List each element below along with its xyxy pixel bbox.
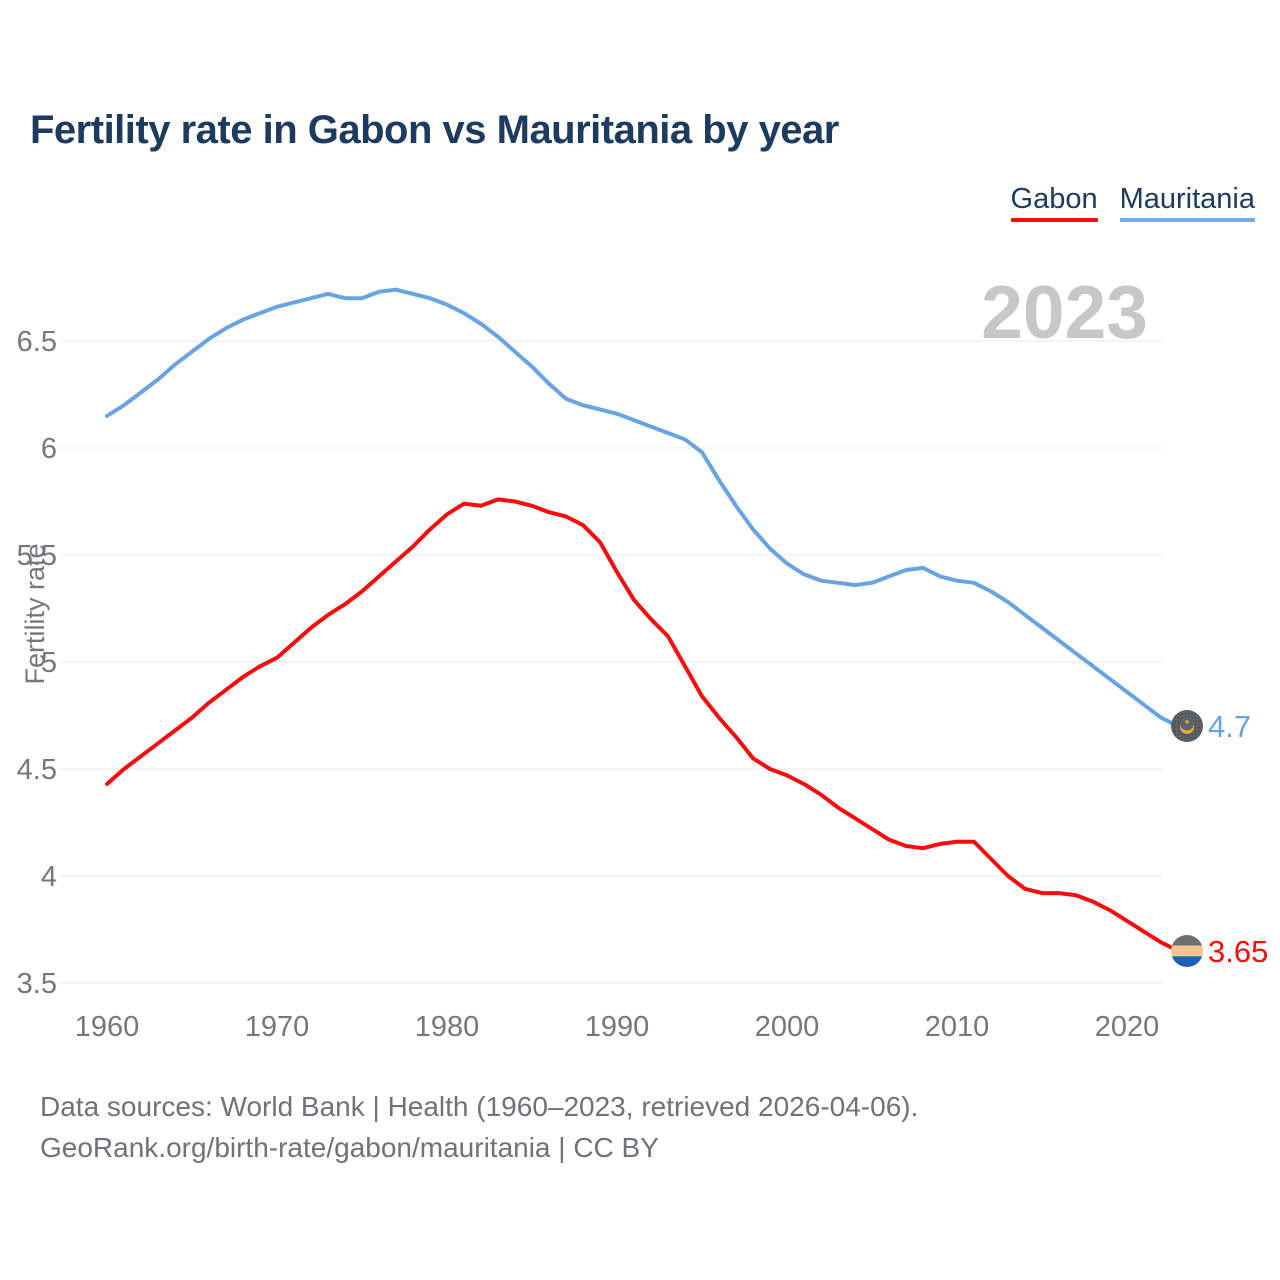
- y-axis-ticks: 6.5 6 5.5 5 4.5 4 3.5: [17, 326, 57, 1000]
- mauritania-end-value: 4.7: [1208, 709, 1251, 744]
- x-tick-label: 2010: [925, 1011, 990, 1043]
- gabon-flag-icon: [1171, 935, 1203, 967]
- legend-swatch-mauritania: [1119, 218, 1255, 222]
- legend: Gabon Mauritania: [1010, 183, 1255, 222]
- attribution: Data sources: World Bank | Health (1960–…: [40, 1086, 918, 1168]
- x-tick-label: 1970: [245, 1011, 310, 1043]
- y-tick-label: 5.5: [17, 540, 57, 572]
- y-tick-label: 6: [41, 433, 57, 465]
- mauritania-flag-icon: [1171, 710, 1203, 742]
- y-tick-label: 5: [41, 647, 57, 679]
- series-lines: [105, 287, 1180, 953]
- legend-swatch-gabon: [1010, 218, 1098, 222]
- gabon-end-value: 3.65: [1208, 934, 1268, 969]
- x-tick-label: 1980: [415, 1011, 480, 1043]
- x-axis-ticks: 1960 1970 1980 1990 2000 2010 2020: [75, 1011, 1160, 1043]
- mauritania-line: [105, 287, 1180, 729]
- x-tick-label: 1960: [75, 1011, 140, 1043]
- y-tick-label: 3.5: [17, 968, 57, 1000]
- legend-label-gabon: Gabon: [1010, 183, 1098, 215]
- y-tick-label: 4: [41, 861, 57, 893]
- legend-label-mauritania: Mauritania: [1119, 183, 1255, 215]
- y-tick-label: 4.5: [17, 754, 57, 786]
- year-watermark: 2023: [981, 270, 1148, 354]
- legend-item-mauritania[interactable]: Mauritania: [1119, 183, 1255, 222]
- x-tick-label: 2000: [755, 1011, 820, 1043]
- legend-item-gabon[interactable]: Gabon: [1010, 183, 1098, 222]
- x-tick-label: 2020: [1095, 1011, 1160, 1043]
- gridlines: [60, 340, 1162, 984]
- y-axis-title: Fertility rate: [20, 543, 50, 684]
- x-tick-label: 1990: [585, 1011, 650, 1043]
- gabon-line: [105, 497, 1180, 953]
- data-source-line: Data sources: World Bank | Health (1960–…: [40, 1091, 919, 1122]
- license-line: GeoRank.org/birth-rate/gabon/mauritania …: [40, 1132, 659, 1163]
- page-title: Fertility rate in Gabon vs Mauritania by…: [30, 108, 839, 152]
- y-tick-label: 6.5: [17, 326, 57, 358]
